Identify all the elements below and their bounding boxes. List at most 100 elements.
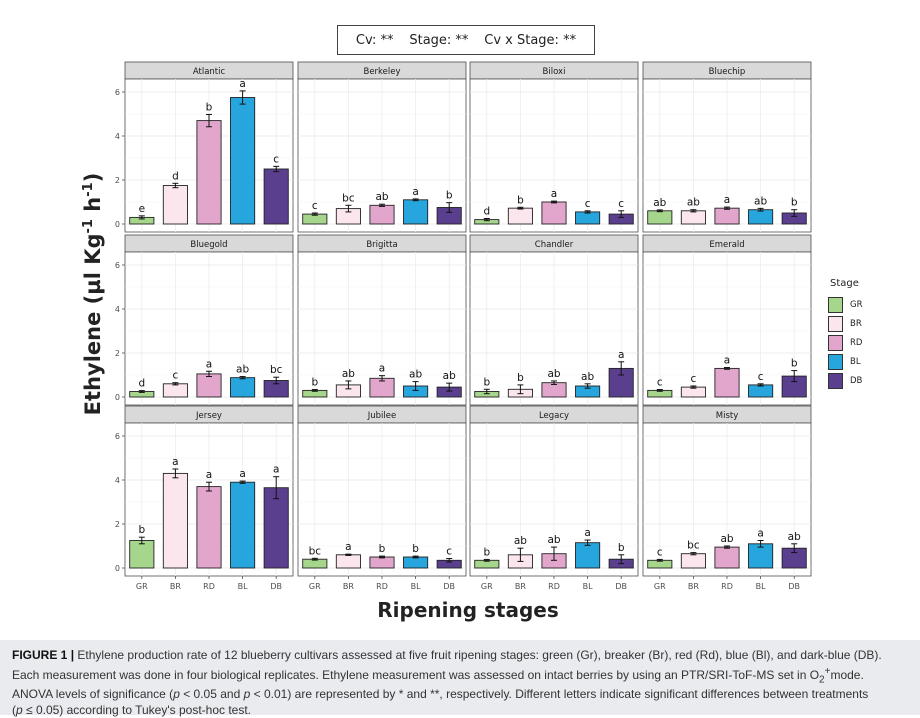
x-tick-label-jubilee-4: DB [443, 582, 455, 591]
significance-letter-bluechip-4: b [791, 197, 798, 209]
bar-jersey-br [162, 472, 188, 569]
x-tick-label-legacy-4: DB [615, 582, 627, 591]
caption-line-3: ANOVA levels of significance (p < 0.05 a… [12, 687, 869, 702]
significance-letter-legacy-3: a [584, 527, 590, 539]
x-tick-label-misty-1: BR [688, 582, 699, 591]
significance-letter-bluechip-0: ab [653, 197, 666, 209]
significance-letter-jubilee-4: c [446, 546, 452, 558]
significance-letter-biloxi-1: b [517, 194, 524, 206]
legend-key-bl [828, 353, 843, 370]
bar-bluechip-bl [748, 209, 774, 225]
x-tick-label-jubilee-0: GR [309, 582, 321, 591]
x-tick-label-legacy-2: RD [548, 582, 560, 591]
significance-letter-misty-3: a [757, 528, 763, 540]
significance-letter-jersey-2: a [206, 469, 212, 481]
significance-letter-chandler-4: a [618, 349, 624, 361]
y-tick-label-bluegold-3: 6 [115, 261, 120, 270]
y-tick-label-jersey-3: 6 [115, 432, 120, 441]
significance-letter-berkeley-3: a [412, 186, 418, 198]
significance-letter-chandler-0: b [483, 376, 490, 388]
bar-atlantic-bl [230, 97, 256, 225]
y-tick-label-bluegold-1: 2 [115, 349, 120, 358]
x-tick-label-jubilee-1: BR [343, 582, 354, 591]
bar-jersey-rd [196, 486, 222, 569]
significance-letter-bluegold-2: a [206, 358, 212, 370]
bar-jubilee-br [335, 554, 361, 569]
significance-letter-atlantic-1: d [172, 170, 179, 182]
legend-item-bl: BL [828, 352, 908, 371]
legend-item-db: DB [828, 371, 908, 390]
y-tick-label-atlantic-3: 6 [115, 88, 120, 97]
caption-line-2: Each measurement was done in four biolog… [12, 665, 864, 685]
facet-title-bluechip: Bluechip [709, 67, 746, 77]
caption-line-1: FIGURE 1 | Ethylene production rate of 1… [12, 648, 882, 662]
bar-bluegold-rd [196, 373, 222, 398]
x-tick-label-legacy-1: BR [515, 582, 526, 591]
bar-berkeley-rd [369, 204, 395, 225]
significance-letter-brigitta-1: ab [342, 368, 355, 380]
bar-jersey-bl [230, 481, 256, 569]
legend-item-rd: RD [828, 333, 908, 352]
x-tick-label-jubilee-3: BL [411, 582, 421, 591]
significance-letter-atlantic-0: e [139, 203, 145, 215]
bar-emerald-bl [748, 384, 774, 398]
bar-bluegold-br [162, 383, 188, 398]
x-tick-label-jersey-0: GR [136, 582, 148, 591]
x-tick-label-jersey-3: BL [238, 582, 248, 591]
anova-cv: Cv: ** [355, 32, 394, 48]
bar-bluechip-rd [714, 207, 740, 225]
significance-letter-bluegold-4: bc [270, 364, 283, 376]
significance-letter-brigitta-3: ab [409, 369, 422, 381]
significance-letter-emerald-0: c [657, 377, 663, 389]
significance-letter-bluechip-2: a [724, 194, 730, 206]
y-tick-label-atlantic-1: 2 [115, 176, 120, 185]
significance-letter-chandler-2: ab [547, 368, 560, 380]
anova-stage: Stage: ** [409, 32, 469, 48]
bar-atlantic-db [263, 168, 289, 225]
significance-letter-bluegold-0: d [138, 378, 145, 390]
facet-title-bluegold: Bluegold [190, 240, 227, 250]
facet-title-chandler: Chandler [535, 240, 574, 250]
bar-jubilee-rd [369, 556, 395, 569]
significance-letter-legacy-2: ab [547, 534, 560, 546]
significance-letter-atlantic-2: b [206, 101, 213, 113]
bar-berkeley-bl [403, 199, 429, 225]
caption-line-4: (p ≤ 0.05) according to Tukey's post-hoc… [12, 702, 252, 717]
x-tick-label-misty-0: GR [654, 582, 666, 591]
significance-letter-atlantic-4: c [273, 153, 279, 165]
significance-letter-bluechip-1: ab [687, 197, 700, 209]
significance-letter-bluegold-1: c [173, 370, 179, 382]
significance-letter-legacy-1: ab [514, 535, 527, 547]
significance-letter-legacy-4: b [618, 542, 625, 554]
x-tick-label-jubilee-2: RD [376, 582, 388, 591]
bar-jubilee-bl [403, 556, 429, 569]
legend-key-gr [828, 296, 843, 313]
x-tick-label-jersey-4: DB [270, 582, 282, 591]
significance-letter-bluegold-3: ab [236, 364, 249, 376]
significance-letter-legacy-0: b [483, 546, 490, 558]
y-tick-label-jersey-1: 2 [115, 520, 120, 529]
x-tick-label-misty-2: RD [721, 582, 733, 591]
bar-misty-br [680, 553, 706, 569]
significance-letter-biloxi-2: a [551, 188, 557, 200]
legend-key-rd [828, 334, 843, 351]
x-tick-label-jersey-2: RD [203, 582, 215, 591]
bar-atlantic-br [162, 185, 188, 225]
significance-letter-atlantic-3: a [239, 78, 245, 90]
facet-title-brigitta: Brigitta [366, 240, 397, 250]
legend-key-db [828, 372, 843, 389]
legend-item-br: BR [828, 314, 908, 333]
plot-area: Cv: ** Stage: ** Cv x Stage: ** Ethylene… [81, 25, 908, 622]
caption-label: FIGURE 1 [12, 648, 68, 662]
x-tick-label-legacy-3: BL [583, 582, 593, 591]
facet-title-emerald: Emerald [709, 240, 744, 250]
significance-letter-jersey-1: a [172, 456, 178, 468]
facet-title-berkeley: Berkeley [363, 67, 400, 77]
x-tick-label-misty-3: BL [756, 582, 766, 591]
facet-title-legacy: Legacy [539, 411, 569, 421]
significance-letter-brigitta-0: b [311, 377, 318, 389]
significance-letter-misty-1: bc [687, 540, 700, 552]
x-tick-label-legacy-0: GR [481, 582, 493, 591]
bar-bluegold-bl [230, 377, 256, 398]
x-axis-title: Ripening stages [377, 598, 559, 622]
